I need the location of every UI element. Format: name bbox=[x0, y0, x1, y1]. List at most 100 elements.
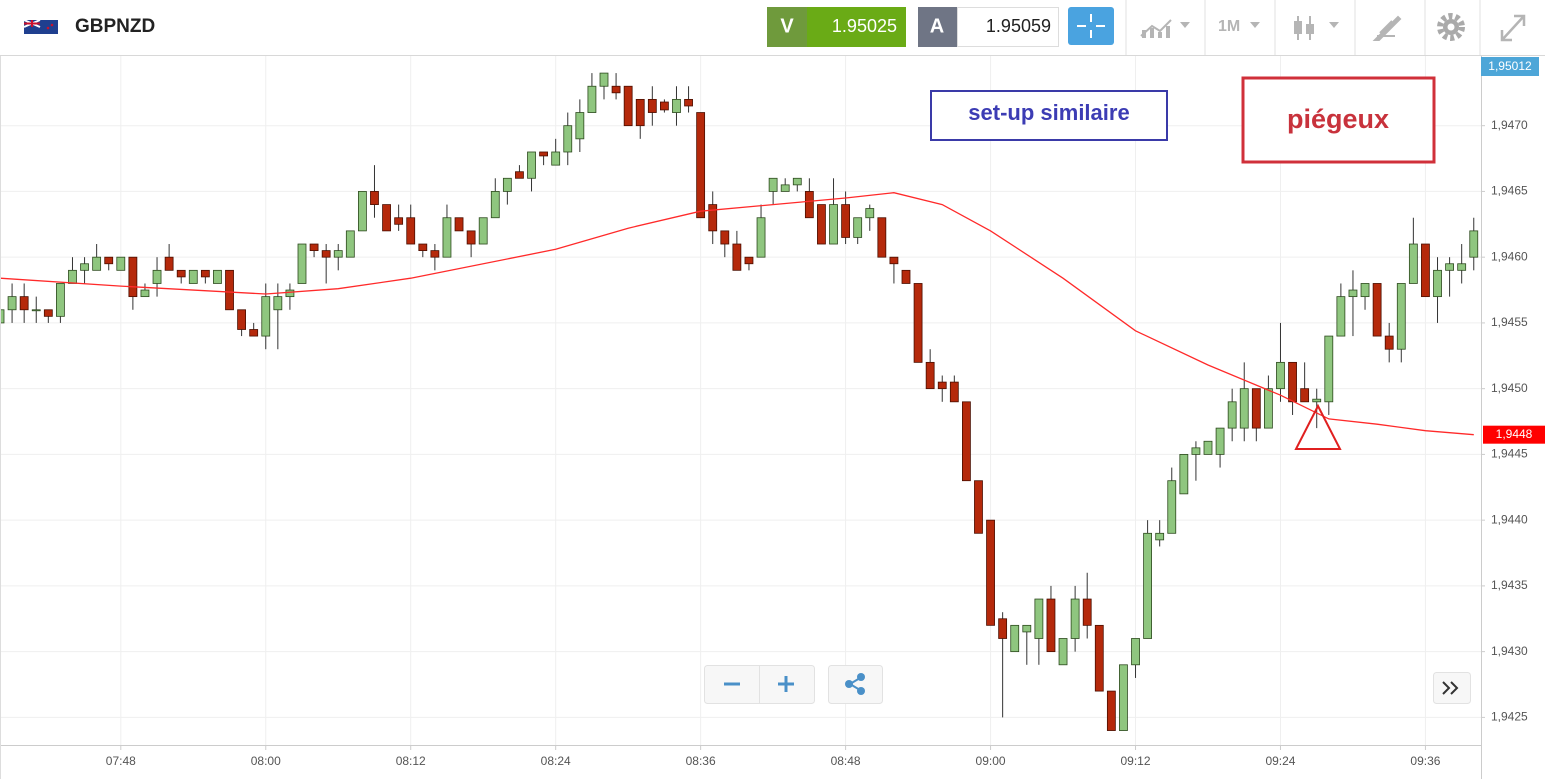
candle-body bbox=[551, 151, 561, 166]
candle-body bbox=[1396, 283, 1406, 350]
share-button[interactable] bbox=[828, 665, 883, 704]
candle-body bbox=[587, 85, 597, 113]
candle-icon[interactable] bbox=[1294, 16, 1339, 40]
candle-body bbox=[949, 381, 959, 403]
candle-body bbox=[370, 191, 379, 205]
moving-average bbox=[0, 192, 1474, 436]
candle-body bbox=[780, 184, 790, 192]
candle-body bbox=[732, 243, 742, 271]
settings-icon[interactable] bbox=[1437, 13, 1465, 41]
candle-body bbox=[31, 309, 41, 312]
buy-price-box[interactable] bbox=[957, 7, 1059, 47]
candle-body bbox=[708, 204, 718, 232]
candle-body bbox=[1445, 263, 1454, 271]
candle-body bbox=[418, 243, 428, 252]
candle-body bbox=[611, 85, 621, 94]
candle-body bbox=[684, 98, 693, 107]
x-tick-label: 08:12 bbox=[396, 754, 426, 768]
x-tick-label: 07:48 bbox=[106, 754, 136, 768]
last-price-label: 1,95012 bbox=[1488, 59, 1532, 73]
candle-body bbox=[321, 250, 331, 258]
candle-body bbox=[1179, 454, 1189, 495]
candle-body bbox=[1155, 532, 1165, 541]
candle-body bbox=[261, 296, 271, 337]
y-tick-label: 1,9445 bbox=[1491, 447, 1528, 461]
x-tick-label: 09:00 bbox=[976, 754, 1006, 768]
candle-body bbox=[1034, 598, 1044, 639]
candle-body bbox=[1264, 388, 1273, 429]
candle-body bbox=[575, 112, 585, 140]
sell-label: V bbox=[780, 15, 794, 37]
zoom-controls bbox=[704, 665, 1471, 704]
x-tick-label: 08:00 bbox=[251, 754, 281, 768]
candle-body bbox=[974, 480, 983, 534]
x-tick-label: 08:48 bbox=[831, 754, 861, 768]
signal-triangle bbox=[1294, 403, 1342, 450]
y-tick-label: 1,9455 bbox=[1491, 315, 1528, 329]
candle-body bbox=[104, 256, 114, 265]
zoom-in[interactable] bbox=[778, 676, 794, 692]
candle-body bbox=[623, 85, 633, 127]
candle-body bbox=[1251, 388, 1261, 429]
candle-body bbox=[1336, 296, 1346, 337]
candle-body bbox=[1058, 638, 1068, 666]
candle-body bbox=[19, 296, 29, 311]
candle-body bbox=[43, 309, 53, 317]
candle-body bbox=[1348, 289, 1358, 298]
candle-body bbox=[490, 191, 500, 219]
candle-body bbox=[1215, 427, 1225, 455]
candle-body bbox=[1372, 283, 1382, 337]
candle-body bbox=[1384, 335, 1394, 350]
candle-body bbox=[925, 361, 935, 390]
candle-body bbox=[829, 204, 838, 245]
candle-body bbox=[1421, 243, 1430, 298]
buy-button[interactable] bbox=[918, 7, 957, 47]
candle-body bbox=[502, 177, 512, 192]
buy-label: A bbox=[930, 15, 944, 37]
timeframe[interactable]: 1M bbox=[1218, 18, 1240, 35]
y-tick-label: 1,9465 bbox=[1491, 184, 1528, 198]
candle-body bbox=[527, 151, 536, 179]
candle-body bbox=[92, 256, 102, 271]
scroll-end-button[interactable] bbox=[1433, 672, 1471, 704]
candle-body bbox=[1022, 624, 1032, 633]
candle-body bbox=[1469, 230, 1479, 258]
candle-body bbox=[1203, 440, 1213, 455]
candle-body bbox=[430, 250, 440, 258]
y-tick-label: 1,9425 bbox=[1491, 710, 1528, 724]
candle-body bbox=[1106, 690, 1116, 731]
sell-price-box[interactable] bbox=[807, 7, 906, 47]
y-tick-label: 1,9460 bbox=[1491, 249, 1528, 263]
candle-body bbox=[1119, 664, 1128, 731]
candle-body bbox=[478, 217, 488, 245]
fullscreen-icon[interactable] bbox=[1500, 14, 1526, 42]
candle-body bbox=[841, 204, 850, 238]
candle-body bbox=[1312, 398, 1322, 403]
sell-button[interactable] bbox=[767, 7, 807, 47]
candle-body bbox=[56, 283, 65, 317]
candle-body bbox=[200, 269, 210, 278]
axes: 1,9425 1,9430 1,9435 1,9440 1,9445 1,9450 1,94… bbox=[106, 118, 1528, 768]
sell-price: 1.95025 bbox=[832, 16, 897, 36]
candle-body bbox=[986, 519, 995, 626]
candle-body bbox=[962, 401, 971, 482]
candle-body bbox=[1010, 624, 1020, 653]
candle-body bbox=[1191, 447, 1201, 455]
candle-body bbox=[1360, 283, 1370, 298]
candle-body bbox=[1143, 532, 1152, 639]
candle-body bbox=[647, 98, 657, 113]
candle-body bbox=[1239, 388, 1249, 429]
candle-body bbox=[853, 217, 863, 238]
candle-body bbox=[1094, 624, 1104, 692]
annotation: set-up similaire bbox=[968, 100, 1129, 125]
candle-body bbox=[164, 256, 174, 271]
candle-body bbox=[1433, 269, 1442, 298]
draw-icon[interactable] bbox=[1372, 15, 1402, 41]
crosshair-button[interactable] bbox=[1068, 7, 1114, 45]
grid bbox=[0, 56, 1481, 745]
candle-body bbox=[635, 98, 645, 127]
chart-type-icon[interactable] bbox=[1140, 19, 1190, 38]
candle-body bbox=[80, 263, 89, 271]
candle-body bbox=[1408, 243, 1418, 284]
candle-body bbox=[599, 72, 609, 87]
